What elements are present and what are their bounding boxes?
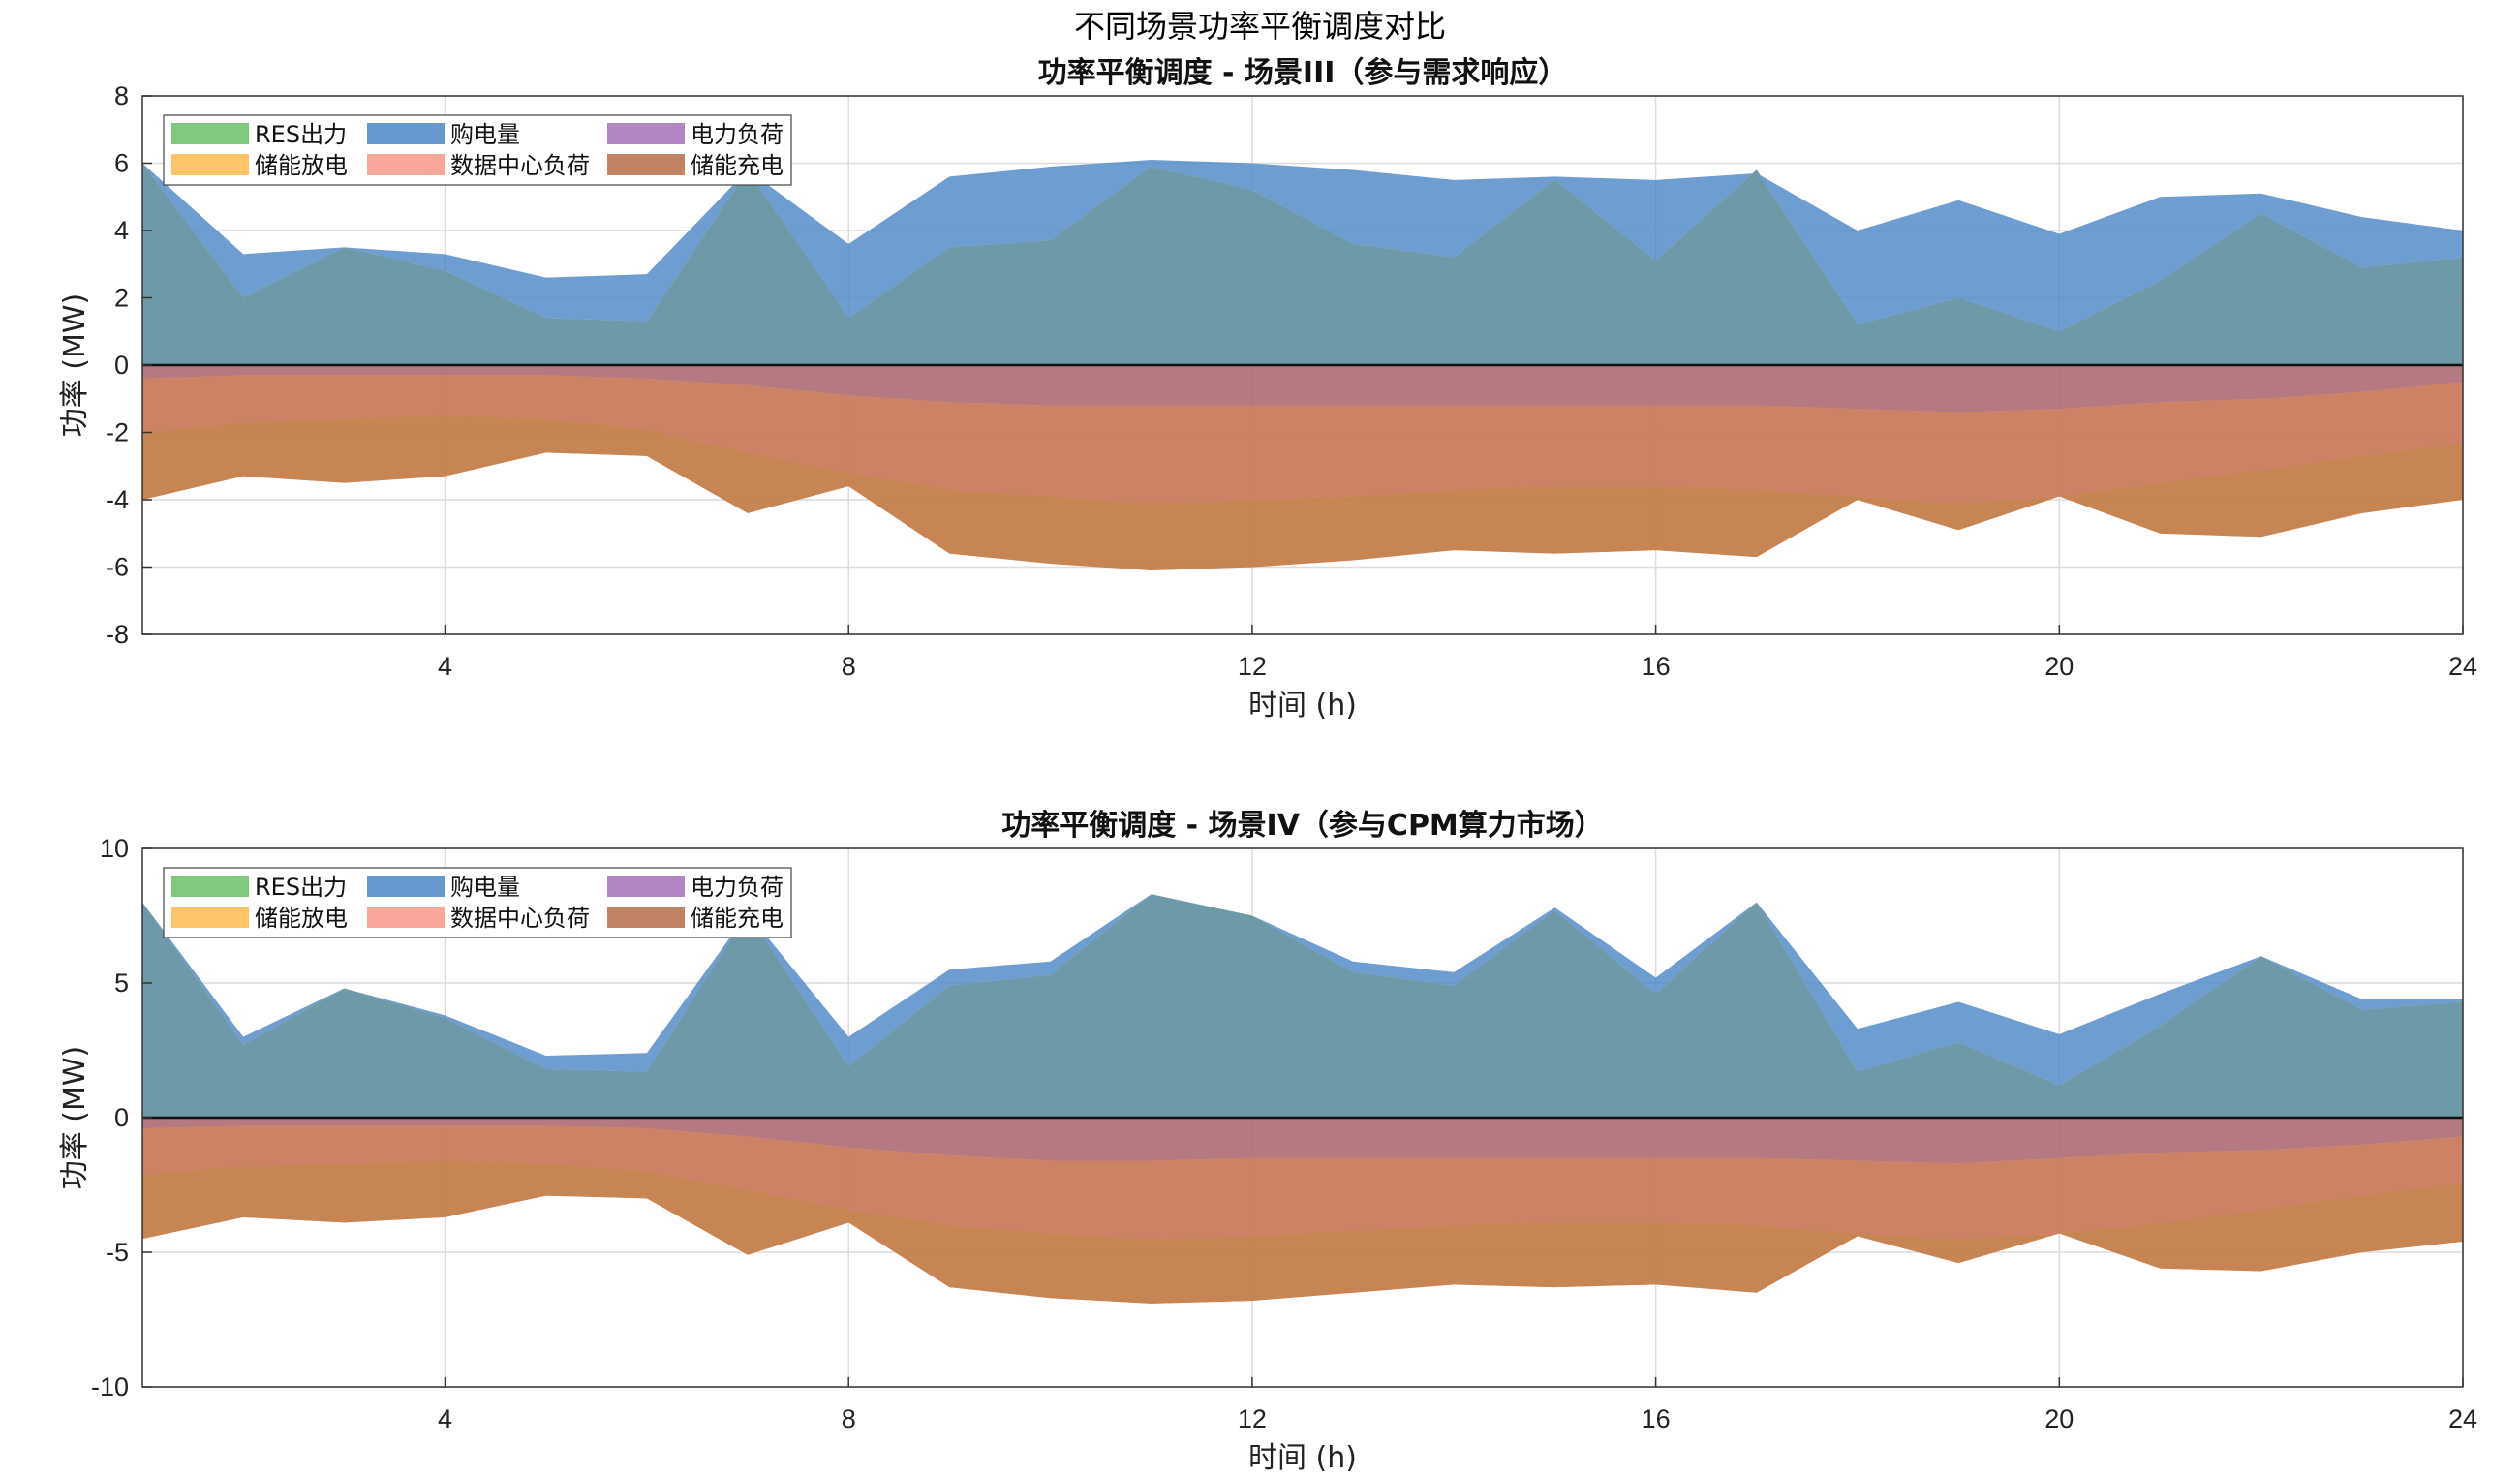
y-tick-label: -5 [106, 1238, 129, 1267]
chart-panel-scenario-iv: 4 8 12 16 20 24 -10 -5 0 5 10 时间 (h) 功率 (MW) 功率平衡调度 -… [58, 809, 2477, 1475]
charge-area [142, 1160, 2463, 1304]
y-tick-label: 0 [114, 351, 129, 380]
x-axis-label: 时间 (h) [1248, 689, 1357, 723]
legend-label: 购电量 [450, 121, 520, 148]
x-tick-label: 8 [842, 1404, 856, 1433]
subplot-title: 功率平衡调度 - 场景IV（参与CPM算力市场） [1001, 809, 1604, 843]
legend-label: 数据中心负荷 [450, 152, 590, 179]
legend-label: 储能放电 [255, 152, 348, 179]
purchase-area [142, 160, 2463, 332]
x-tick-label: 20 [2044, 652, 2074, 681]
legend-label: 储能充电 [691, 152, 784, 179]
x-tick-label: 16 [1642, 652, 1671, 681]
res-blend-overlay [142, 894, 2463, 1118]
legend-label: RES出力 [255, 121, 347, 148]
legend-box [163, 867, 792, 938]
legend-label: 数据中心负荷 [450, 905, 590, 932]
legend-label: 储能放电 [255, 905, 348, 932]
y-tick-label: 2 [114, 284, 129, 313]
x-tick-label: 4 [438, 1404, 452, 1433]
y-axis-label: 功率 (MW) [58, 1046, 92, 1190]
legend-box [163, 114, 792, 186]
legend-swatch [171, 876, 249, 897]
x-tick-label: 8 [842, 652, 856, 681]
legend-label: 购电量 [450, 874, 520, 901]
legend-swatch [171, 123, 249, 144]
x-tick-label: 12 [1238, 652, 1267, 681]
res-blend-overlay [142, 163, 2463, 365]
legend-swatch [367, 876, 445, 897]
charge-blend-overlay [142, 1160, 2463, 1304]
res-load-overlay [142, 894, 2463, 1118]
charge-area [142, 415, 2463, 570]
legend-swatch [607, 876, 685, 897]
charge-blend-overlay [142, 415, 2463, 570]
subplot-title: 功率平衡调度 - 场景III（参与需求响应） [1038, 56, 1568, 90]
legend-swatch [171, 154, 249, 175]
legend-swatch [607, 123, 685, 144]
x-tick-label: 20 [2044, 1404, 2074, 1433]
y-tick-label: -4 [106, 485, 129, 514]
y-tick-label: -8 [106, 620, 129, 649]
y-tick-label: 4 [114, 216, 129, 245]
dc-blend-overlay [142, 1125, 2463, 1240]
y-tick-label: 6 [114, 149, 129, 178]
y-tick-label: 10 [100, 834, 129, 863]
legend-swatch [607, 154, 685, 175]
dc-blend-overlay [142, 375, 2463, 504]
y-tick-label: 8 [114, 81, 129, 110]
purchase-area [142, 894, 2463, 1086]
legend-label: RES出力 [255, 874, 347, 901]
x-tick-label: 24 [2448, 652, 2477, 681]
x-tick-label: 24 [2448, 1404, 2477, 1433]
legend-swatch [367, 154, 445, 175]
x-tick-label: 16 [1642, 1404, 1671, 1433]
figure-title: 不同场景功率平衡调度对比 [1073, 8, 1446, 45]
x-tick-label: 4 [438, 652, 452, 681]
res-area [142, 163, 2463, 365]
legend-label: 储能充电 [691, 905, 784, 932]
legend-swatch [171, 907, 249, 928]
y-tick-label: 0 [114, 1103, 129, 1132]
y-tick-label: 5 [114, 969, 129, 998]
x-axis-label: 时间 (h) [1248, 1441, 1357, 1475]
y-axis-label: 功率 (MW) [58, 293, 92, 438]
legend-swatch [367, 123, 445, 144]
legend-label: 电力负荷 [691, 874, 784, 901]
legend-label: 电力负荷 [691, 121, 784, 148]
res-load-overlay [142, 163, 2463, 365]
y-tick-label: -6 [106, 553, 129, 582]
legend-swatch [367, 907, 445, 928]
x-tick-label: 12 [1238, 1404, 1267, 1433]
legend-swatch [607, 907, 685, 928]
res-area [142, 894, 2463, 1118]
y-tick-label: -10 [91, 1372, 129, 1401]
y-tick-label: -2 [106, 418, 129, 447]
